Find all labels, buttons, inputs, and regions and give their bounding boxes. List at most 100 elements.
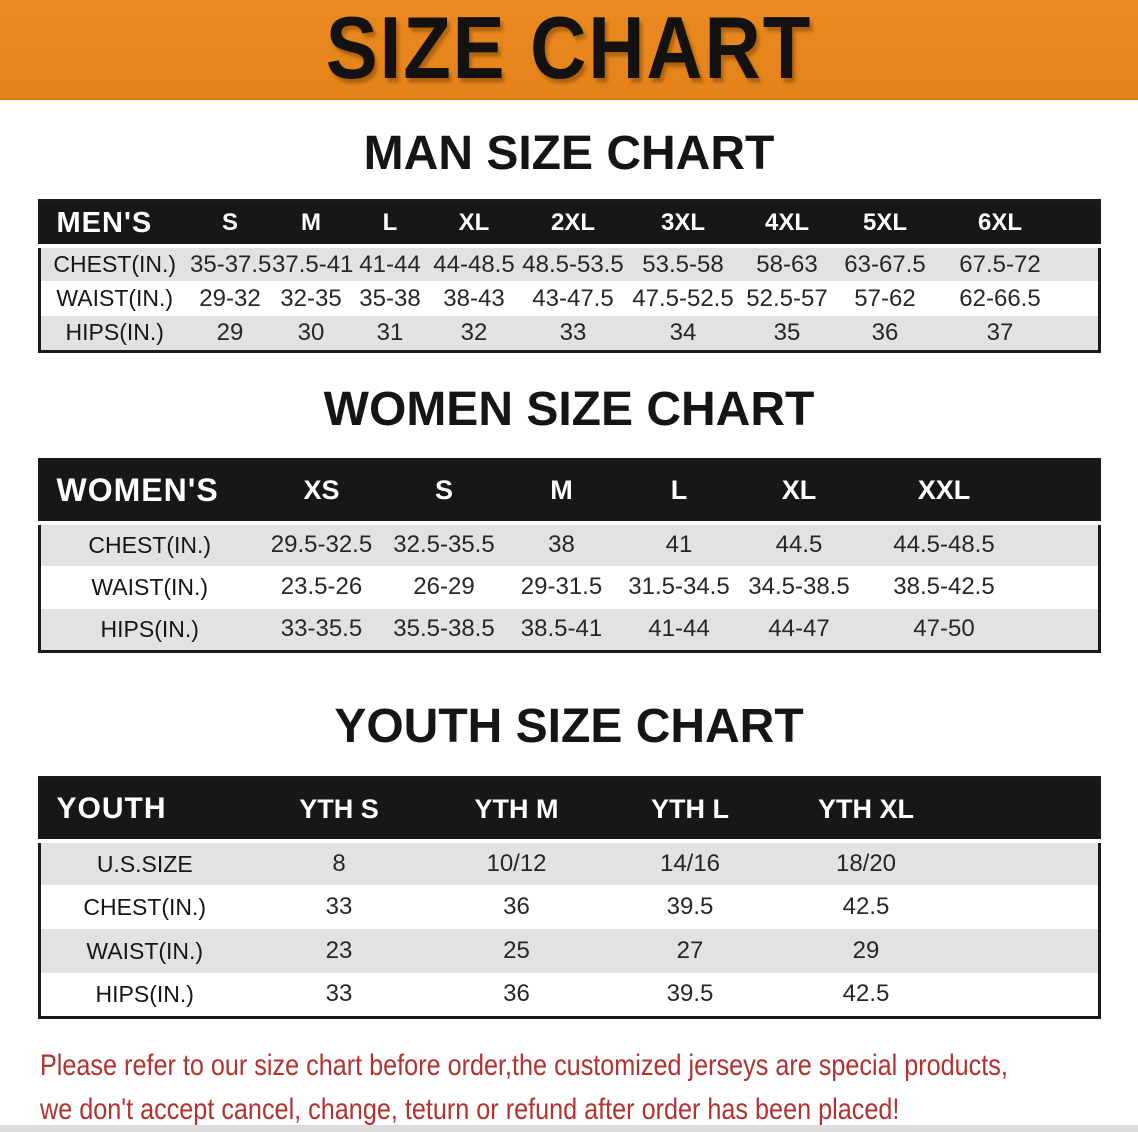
value-cell: 43-47.5 (519, 281, 627, 316)
value-cell: 39.5 (604, 973, 776, 1017)
spacer-cell (1065, 281, 1099, 316)
value-cell: 44.5-48.5 (859, 522, 1029, 566)
value-cell: 33 (519, 316, 627, 351)
row-label: CHEST(IN.) (39, 246, 189, 281)
value-cell: 33 (249, 973, 429, 1017)
men-corner-label: MEN'S (39, 200, 189, 248)
value-cell: 41 (619, 522, 739, 566)
size-column-header: S (189, 200, 271, 248)
value-cell: 58-63 (739, 246, 835, 281)
women-hips-row: HIPS(IN.) 33-35.5 35.5-38.5 38.5-41 41-4… (39, 608, 1099, 652)
men-header-row: MEN'S S M L XL 2XL 3XL 4XL 5XL 6XL (39, 200, 1099, 248)
spacer-cell (1065, 200, 1099, 248)
value-cell: 35 (739, 316, 835, 351)
value-cell: 29 (189, 316, 271, 351)
size-column-header: M (504, 459, 619, 525)
row-label: WAIST(IN.) (39, 929, 249, 973)
value-cell: 31.5-34.5 (619, 565, 739, 609)
youth-hips-row: HIPS(IN.) 33 36 39.5 42.5 (39, 973, 1099, 1017)
spacer-cell (1065, 316, 1099, 351)
value-cell: 38.5-42.5 (859, 565, 1029, 609)
size-column-header: L (351, 200, 429, 248)
value-cell: 27 (604, 929, 776, 973)
value-cell: 35-37.5 (189, 246, 271, 281)
youth-waist-row: WAIST(IN.) 23 25 27 29 (39, 929, 1099, 973)
row-label: WAIST(IN.) (39, 281, 189, 316)
women-size-table: WOMEN'S XS S M L XL XXL CHEST(IN.) 29.5-… (37, 457, 1101, 653)
value-cell: 36 (429, 885, 604, 929)
men-size-table: MEN'S S M L XL 2XL 3XL 4XL 5XL 6XL CHEST… (37, 199, 1101, 353)
value-cell: 63-67.5 (835, 246, 935, 281)
value-cell: 29 (776, 929, 956, 973)
footer-note-line2: we don't accept cancel, change, teturn o… (40, 1092, 900, 1126)
size-column-header: YTH L (604, 777, 776, 843)
value-cell: 31 (351, 316, 429, 351)
value-cell: 18/20 (776, 841, 956, 885)
row-label: CHEST(IN.) (39, 522, 259, 566)
size-column-header: 3XL (627, 200, 739, 248)
row-label: HIPS(IN.) (39, 316, 189, 351)
value-cell: 14/16 (604, 841, 776, 885)
value-cell: 23.5-26 (259, 565, 384, 609)
row-label: CHEST(IN.) (39, 885, 249, 929)
value-cell: 52.5-57 (739, 281, 835, 316)
size-column-header: XXL (859, 459, 1029, 525)
spacer-cell (1029, 459, 1099, 525)
women-section-heading: WOMEN SIZE CHART (323, 382, 815, 436)
women-chest-row: CHEST(IN.) 29.5-32.5 32.5-35.5 38 41 44.… (39, 522, 1099, 566)
size-column-header: YTH S (249, 777, 429, 843)
value-cell: 32.5-35.5 (384, 522, 504, 566)
size-column-header: L (619, 459, 739, 525)
value-cell: 25 (429, 929, 604, 973)
value-cell: 42.5 (776, 973, 956, 1017)
women-header-row: WOMEN'S XS S M L XL XXL (39, 459, 1099, 525)
women-corner-label: WOMEN'S (39, 459, 259, 525)
value-cell: 38-43 (429, 281, 519, 316)
value-cell: 34.5-38.5 (739, 565, 859, 609)
value-cell: 38 (504, 522, 619, 566)
value-cell: 39.5 (604, 885, 776, 929)
spacer-cell (956, 929, 1099, 973)
spacer-cell (1029, 522, 1099, 566)
value-cell: 44-48.5 (429, 246, 519, 281)
youth-header-row: YOUTH YTH S YTH M YTH L YTH XL (39, 777, 1099, 843)
value-cell: 42.5 (776, 885, 956, 929)
value-cell: 47-50 (859, 608, 1029, 652)
value-cell: 32-35 (271, 281, 351, 316)
men-hips-row: HIPS(IN.) 29 30 31 32 33 34 35 36 37 (39, 316, 1099, 351)
value-cell: 29-31.5 (504, 565, 619, 609)
value-cell: 37 (935, 316, 1065, 351)
size-column-header: 5XL (835, 200, 935, 248)
value-cell: 41-44 (619, 608, 739, 652)
value-cell: 33-35.5 (259, 608, 384, 652)
value-cell: 23 (249, 929, 429, 973)
value-cell: 62-66.5 (935, 281, 1065, 316)
size-column-header: M (271, 200, 351, 248)
value-cell: 33 (249, 885, 429, 929)
size-chart-banner: SIZE CHART (0, 0, 1138, 100)
spacer-cell (956, 973, 1099, 1017)
youth-corner-label: YOUTH (39, 777, 249, 843)
value-cell: 38.5-41 (504, 608, 619, 652)
banner-title: SIZE CHART (325, 0, 813, 98)
men-waist-row: WAIST(IN.) 29-32 32-35 35-38 38-43 43-47… (39, 281, 1099, 316)
footer-note: Please refer to our size chart before or… (0, 1044, 1138, 1132)
value-cell: 35.5-38.5 (384, 608, 504, 652)
youth-section-heading: YOUTH SIZE CHART (334, 700, 804, 753)
value-cell: 53.5-58 (627, 246, 739, 281)
value-cell: 32 (429, 316, 519, 351)
row-label: WAIST(IN.) (39, 565, 259, 609)
row-label: HIPS(IN.) (39, 973, 249, 1017)
value-cell: 36 (429, 973, 604, 1017)
value-cell: 34 (627, 316, 739, 351)
size-column-header: YTH M (429, 777, 604, 843)
value-cell: 37.5-41 (271, 246, 353, 281)
value-cell: 26-29 (384, 565, 504, 609)
value-cell: 8 (249, 841, 429, 885)
footer-note-line1: Please refer to our size chart before or… (40, 1048, 1008, 1082)
size-column-header: XL (429, 200, 519, 248)
value-cell: 67.5-72 (935, 246, 1065, 281)
men-chest-row: CHEST(IN.) 35-37.5 37.5-41 41-44 44-48.5… (39, 246, 1099, 281)
value-cell: 29.5-32.5 (259, 522, 384, 566)
size-column-header: YTH XL (776, 777, 956, 843)
